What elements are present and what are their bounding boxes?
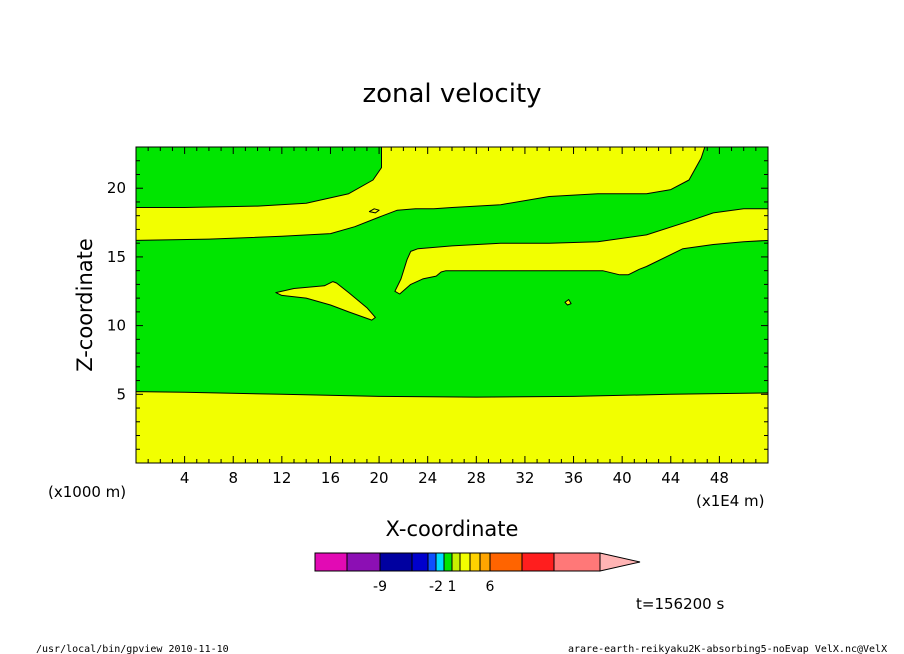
y-tick-label: 15: [107, 248, 126, 266]
yellow-speck-upper-contour: [368, 208, 380, 214]
x-axis: 4 8 12 16 20 24 28 32 36 40 44 48: [147, 147, 757, 487]
x-unit-label: (x1E4 m): [696, 492, 765, 510]
yellow-band-middle-contour: [394, 208, 769, 295]
yellow-speck-right-contour: [564, 299, 572, 306]
plot-area: [135, 146, 769, 464]
colorbar-segment: [479, 552, 491, 572]
yellow-blob-left: [275, 281, 376, 321]
colorbar-segment: [435, 552, 445, 572]
colorbar-segment: [427, 552, 437, 572]
time-label: t=156200 s: [636, 595, 724, 613]
x-tick-label: 16: [321, 469, 340, 487]
y-axis-label: Z-coordinate: [73, 238, 97, 372]
x-tick-label: 24: [418, 469, 437, 487]
yellow-blob-left-contour: [275, 281, 376, 321]
x-tick-label: 4: [180, 469, 190, 487]
colorbar-segment: [411, 552, 429, 572]
yellow-band-upper: [136, 147, 705, 241]
colorbar-segment: [459, 552, 471, 572]
contour-regions: [136, 147, 768, 463]
colorbar-segment: [469, 552, 481, 572]
x-tick-label: 8: [228, 469, 238, 487]
colorbar-extend-arrow: [599, 552, 641, 572]
chart-title: zonal velocity: [362, 79, 541, 109]
colorbar-tick-label: 1: [448, 579, 457, 595]
x-tick-label: 28: [467, 469, 486, 487]
colorbar-segment: [489, 552, 523, 572]
x-tick-label: 32: [515, 469, 534, 487]
x-tick-label: 44: [661, 469, 680, 487]
y-axis: 5 10 15 20: [107, 160, 768, 450]
x-tick-label: 40: [613, 469, 632, 487]
x-tick-label: 12: [272, 469, 291, 487]
colorbar-segment: [451, 552, 461, 572]
colorbar-segment: [379, 552, 413, 572]
colorbar-tick-label: -9: [373, 579, 387, 595]
footer-left: /usr/local/bin/gpview 2010-11-10: [36, 644, 229, 654]
colorbar: -9 -2 1 6: [314, 552, 641, 595]
colorbar-tick-label: 6: [486, 579, 495, 595]
y-unit-label: (x1000 m): [48, 483, 126, 501]
colorbar-segment: [314, 552, 348, 572]
x-tick-label: 36: [564, 469, 583, 487]
colorbar-segment: [443, 552, 453, 572]
y-tick-label: 5: [116, 385, 126, 403]
footer-right: arare-earth-reikyaku2K-absorbing5-noEvap…: [568, 644, 887, 654]
yellow-band-middle: [394, 208, 768, 294]
yellow-band-upper-contour: [135, 146, 706, 241]
x-tick-label: 48: [710, 469, 729, 487]
y-tick-label: 10: [107, 317, 126, 335]
colorbar-segment: [553, 552, 601, 572]
colorbar-segment: [346, 552, 381, 572]
y-tick-label: 20: [107, 179, 126, 197]
x-tick-label: 20: [370, 469, 389, 487]
x-axis-label: X-coordinate: [386, 517, 519, 541]
colorbar-tick-label: -2: [429, 579, 443, 595]
yellow-band-bottom: [136, 391, 768, 463]
colorbar-segment: [521, 552, 555, 572]
